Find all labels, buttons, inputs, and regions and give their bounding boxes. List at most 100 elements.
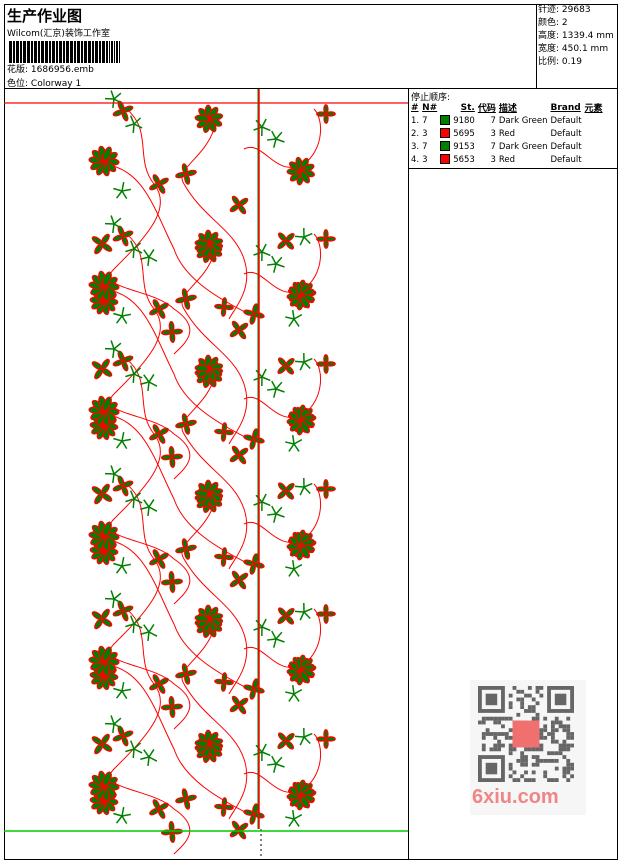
row-code: 3 <box>490 128 496 139</box>
qr-module <box>543 770 548 775</box>
leaf-sprig <box>133 367 142 375</box>
vine <box>103 288 250 440</box>
leaf-sprig <box>132 623 135 634</box>
qr-module <box>497 747 502 752</box>
qr-module <box>566 743 571 748</box>
qr-module <box>508 705 513 710</box>
leaf-sprig <box>148 249 155 258</box>
qr-module <box>493 716 498 721</box>
petal <box>102 646 112 662</box>
row-element <box>585 153 606 166</box>
petal <box>149 682 160 691</box>
qr-module <box>493 747 498 752</box>
leaf-sprig <box>113 437 123 442</box>
qr-module <box>524 747 528 752</box>
leaf-sprig <box>261 251 271 257</box>
vine <box>181 253 248 445</box>
petal <box>243 434 255 441</box>
qr-module <box>531 755 536 759</box>
qr-module <box>520 697 525 702</box>
leaf-sprig <box>148 374 155 383</box>
leaf-sprig <box>292 434 295 445</box>
leaf-sprig <box>275 138 285 143</box>
leaf-sprig <box>112 223 115 234</box>
row-swatch <box>440 114 453 127</box>
leaf-sprig <box>140 381 150 385</box>
petal <box>181 288 188 300</box>
qr-module <box>516 697 521 702</box>
leaf-sprig <box>293 438 303 445</box>
qr-module <box>501 732 505 736</box>
qr-module <box>539 732 544 736</box>
qr-module <box>550 732 555 736</box>
leaf-sprig <box>293 318 300 327</box>
row-stitches: 5695 <box>453 128 475 139</box>
petal <box>221 797 228 808</box>
vine <box>103 538 250 690</box>
qr-module <box>527 747 532 752</box>
row-swatch <box>440 127 453 140</box>
leaf-sprig <box>133 498 143 504</box>
leaf-sprig <box>132 748 135 759</box>
leaf-sprig <box>148 381 158 387</box>
leaf-sprig <box>129 240 135 250</box>
qr-module <box>524 755 528 759</box>
qr-module <box>504 716 509 721</box>
qr-module <box>516 689 521 694</box>
qr-module <box>550 778 555 782</box>
leaf-sprig <box>266 513 277 516</box>
leaf-sprig <box>112 723 115 734</box>
petal <box>325 611 336 617</box>
qr-module <box>478 720 482 725</box>
leaf-sprig <box>121 315 128 325</box>
colorway: Colorway 1 <box>30 79 82 89</box>
leaf-sprig <box>285 316 295 320</box>
qr-module <box>531 697 536 702</box>
qr-module <box>485 716 490 721</box>
leaf-sprig <box>266 263 277 266</box>
leaf-sprig <box>110 590 115 600</box>
petal <box>161 704 173 711</box>
leaf-sprig <box>140 756 150 760</box>
leaf-sprig <box>113 562 123 567</box>
leaf-sprig <box>266 138 277 141</box>
leaf-sprig <box>266 388 277 391</box>
petal <box>194 489 210 497</box>
leaf-sprig <box>261 626 271 632</box>
petal <box>277 732 287 742</box>
embroidery-design <box>4 89 408 860</box>
page-frame <box>4 4 618 860</box>
petal <box>94 368 103 380</box>
stop-sequence-panel: 停止顺序: # N# St. 代码 描述 Brand 元素 1. 7 9180 7 Da… <box>409 89 618 169</box>
row-desc: Red <box>498 154 516 165</box>
leaf-sprig <box>121 440 128 450</box>
leaf-sprig <box>299 236 305 246</box>
leaf-sprig <box>288 568 295 577</box>
row-needle: 7 <box>422 141 428 152</box>
qr-module <box>539 693 544 698</box>
leaf-sprig <box>273 513 277 523</box>
qr-module <box>535 686 540 690</box>
leaf-sprig <box>143 499 150 508</box>
leaf-sprig <box>133 373 143 379</box>
row-brand: Default <box>550 128 582 139</box>
qr-module <box>531 762 536 767</box>
leaf-sprig <box>113 592 122 600</box>
qr-module <box>493 720 498 725</box>
petal <box>221 422 228 433</box>
qr-module <box>543 735 548 740</box>
qr-module <box>520 758 525 763</box>
petal <box>194 239 210 247</box>
row-element <box>585 114 606 127</box>
petal <box>299 170 310 184</box>
qr-module <box>501 743 505 748</box>
leaf-sprig <box>121 432 125 442</box>
qr-module <box>562 728 567 733</box>
qr-module <box>547 732 551 736</box>
leaf-sprig <box>110 465 115 475</box>
row-code: 7 <box>490 141 496 152</box>
qr-module <box>481 716 486 721</box>
qr-module <box>550 720 555 725</box>
col-stitches: St. <box>460 102 475 113</box>
leaf-sprig <box>275 638 285 643</box>
